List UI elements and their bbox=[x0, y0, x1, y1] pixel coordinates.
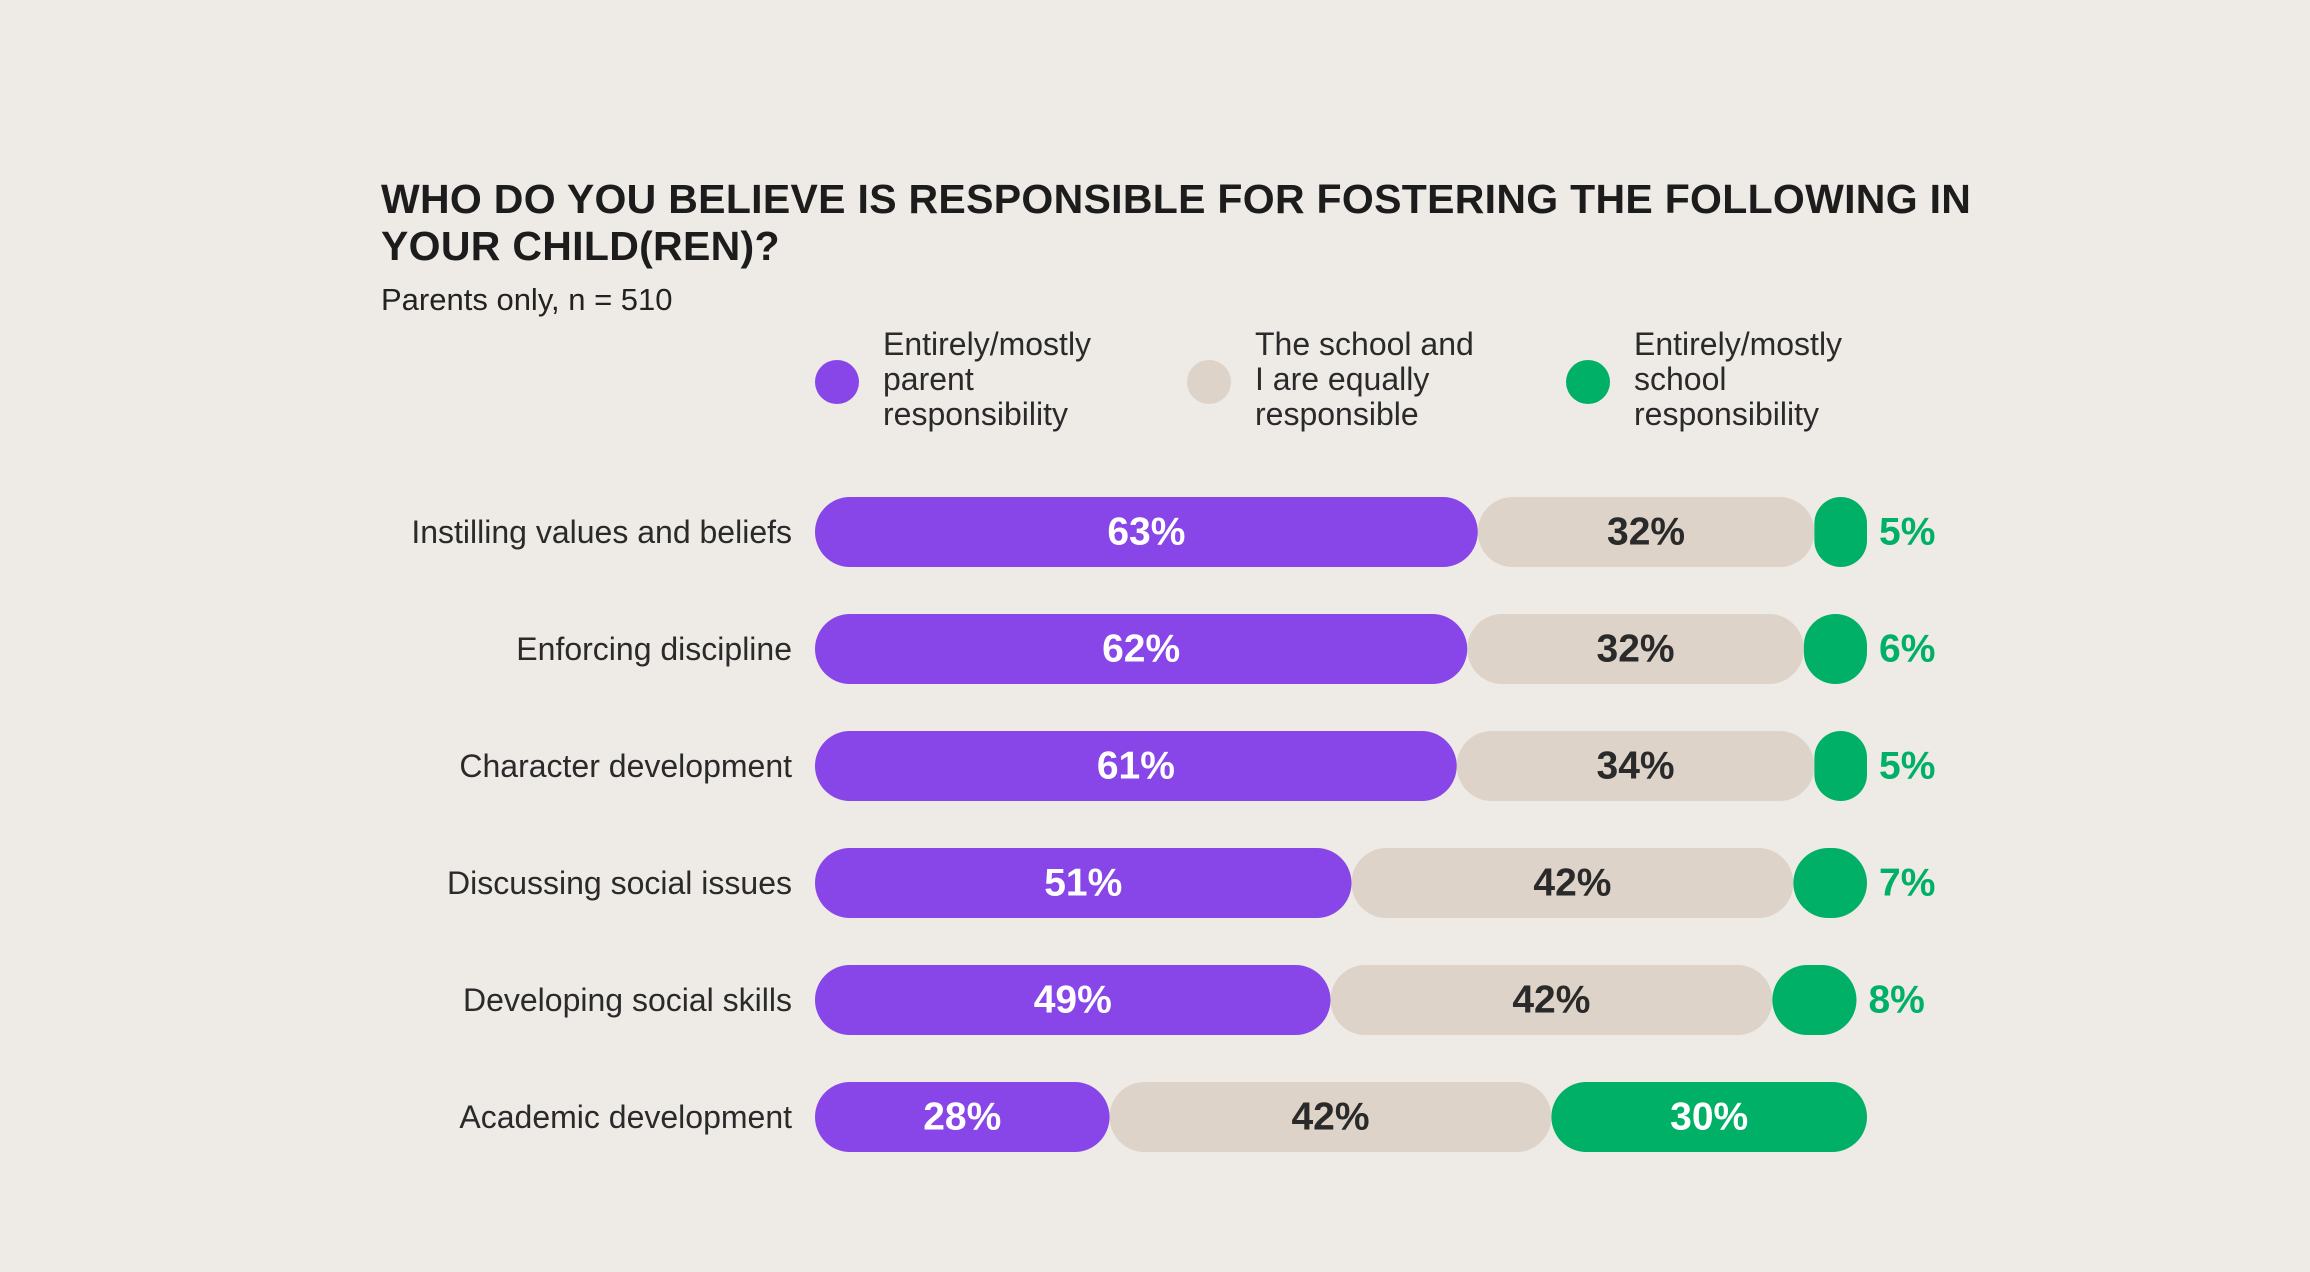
bar-segment-equal bbox=[1467, 614, 1804, 684]
bar-segment-equal bbox=[1351, 848, 1794, 918]
bar-segment-parent bbox=[815, 497, 1478, 567]
data-label-parent: 51% bbox=[1044, 862, 1122, 905]
legend-swatch-school bbox=[1566, 360, 1610, 404]
bar-segment-school bbox=[1551, 1082, 1867, 1152]
bar-segment-equal bbox=[1109, 1082, 1552, 1152]
legend-item-parent: Entirely/mostly parent responsibility bbox=[815, 327, 1153, 432]
data-label-school: 6% bbox=[1879, 628, 1935, 671]
data-label-parent: 61% bbox=[1097, 745, 1175, 788]
legend-item-equal: The school and I are equally responsible bbox=[1187, 327, 1525, 432]
bar-segment-school bbox=[1803, 614, 1867, 684]
bar-segment-parent bbox=[815, 731, 1457, 801]
legend-label-equal: The school and I are equally responsible bbox=[1255, 326, 1474, 432]
legend-swatch-parent bbox=[815, 360, 859, 404]
category-label: Discussing social issues bbox=[447, 865, 792, 901]
data-label-parent: 62% bbox=[1102, 628, 1180, 671]
data-label-equal: 32% bbox=[1597, 628, 1675, 671]
bar-segment-school bbox=[1772, 965, 1857, 1035]
data-label-school: 5% bbox=[1879, 511, 1935, 554]
legend-label-parent: Entirely/mostly parent responsibility bbox=[883, 326, 1092, 432]
bar-segment-parent bbox=[815, 848, 1352, 918]
category-label: Instilling values and beliefs bbox=[411, 514, 792, 550]
category-label: Developing social skills bbox=[463, 982, 792, 1018]
bar-segment-school bbox=[1814, 731, 1867, 801]
chart-title: WHO DO YOU BELIEVE IS RESPONSIBLE FOR FO… bbox=[381, 176, 1972, 269]
legend-swatch-equal bbox=[1187, 360, 1231, 404]
bar-segment-equal bbox=[1477, 497, 1815, 567]
data-label-parent: 28% bbox=[923, 1096, 1001, 1139]
data-label-school: 5% bbox=[1879, 745, 1935, 788]
legend-item-school: Entirely/mostly school responsibility bbox=[1566, 327, 1904, 432]
bar-segment-school bbox=[1793, 848, 1867, 918]
category-label: Enforcing discipline bbox=[516, 631, 792, 667]
bar-segment-school bbox=[1814, 497, 1867, 567]
data-label-parent: 49% bbox=[1034, 979, 1112, 1022]
bar-segment-parent bbox=[815, 1082, 1110, 1152]
chart-subtitle: Parents only, n = 510 bbox=[381, 282, 673, 317]
data-label-school: 30% bbox=[1670, 1096, 1748, 1139]
data-label-equal: 42% bbox=[1533, 862, 1611, 905]
bar-segment-equal bbox=[1456, 731, 1815, 801]
data-label-equal: 34% bbox=[1597, 745, 1675, 788]
data-label-school: 7% bbox=[1879, 862, 1935, 905]
data-label-school: 8% bbox=[1868, 979, 1924, 1022]
legend-label-school: Entirely/mostly school responsibility bbox=[1634, 326, 1843, 432]
category-label: Character development bbox=[459, 748, 792, 784]
data-label-parent: 63% bbox=[1107, 511, 1185, 554]
data-label-equal: 42% bbox=[1291, 1096, 1369, 1139]
data-label-equal: 32% bbox=[1607, 511, 1685, 554]
bar-segment-parent bbox=[815, 965, 1331, 1035]
data-label-equal: 42% bbox=[1512, 979, 1590, 1022]
bar-segment-parent bbox=[815, 614, 1468, 684]
bar-segment-equal bbox=[1330, 965, 1773, 1035]
category-label: Academic development bbox=[459, 1099, 792, 1135]
